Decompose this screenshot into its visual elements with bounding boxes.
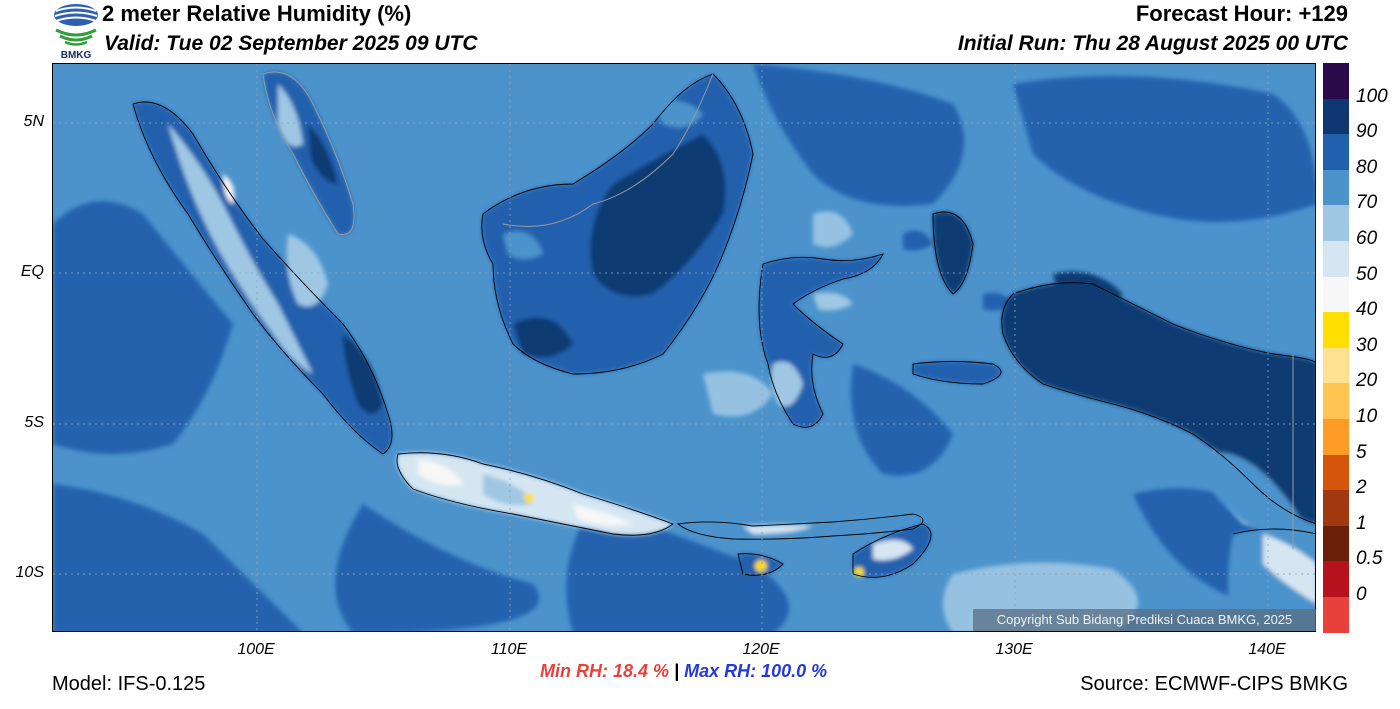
colorbar-label: 30 [1356,334,1378,356]
bmkg-logo: BMKG [52,2,100,61]
colorbar-segment [1323,134,1349,170]
colorbar-label: 1 [1356,512,1367,534]
sumatra-island [133,102,392,454]
lon-label-110e: 110E [490,641,528,658]
model-label: Model: IFS-0.125 [52,673,206,695]
coastlines [132,73,1315,578]
map-title: 2 meter Relative Humidity (%) [102,1,412,26]
colorbar-label: 80 [1356,156,1378,178]
colorbar-label: 2 [1356,477,1367,499]
colorbar-segment [1323,596,1349,633]
colorbar-segment [1323,383,1349,419]
colorbar-segment [1323,205,1349,241]
lon-label-140e: 140E [1248,641,1286,658]
colorbar-segment [1323,418,1349,455]
valid-time: Valid: Tue 02 September 2025 09 UTC [104,32,478,55]
source-label: Source: ECMWF-CIPS BMKG [1080,673,1348,695]
colorbar-segment [1323,169,1349,206]
malay-peninsula [263,72,354,235]
colorbar-segment [1323,63,1349,99]
colorbar-segment [1323,312,1349,348]
colorbar-segment [1323,98,1349,135]
colorbar-label: 5 [1356,441,1367,463]
stats-separator: | [674,661,680,681]
max-rh: Max RH: 100.0 % [684,661,828,681]
copyright-notice: Copyright Sub Bidang Prediksi Cuaca BMKG… [973,609,1316,631]
borneo-island [481,74,753,374]
forecast-hour: Forecast Hour: +129 [1135,1,1348,26]
colorbar-label: 70 [1356,192,1378,214]
colorbar-label: 90 [1356,121,1378,143]
colorbar-segment [1323,347,1349,384]
lon-label-120e: 120E [742,641,780,658]
nusa-tenggara-islands [678,514,931,578]
svg-text:BMKG: BMKG [61,50,92,60]
maluku-islands [903,212,1013,384]
colorbar-label: 100 [1356,85,1388,107]
lon-label-130e: 130E [995,641,1033,658]
lat-label-5s: 5S [24,414,44,431]
colorbar-segment [1323,240,1349,277]
java-island [397,452,673,536]
colorbar-segment [1323,525,1349,562]
colorbar [1323,63,1349,633]
colorbar-segment [1323,276,1349,313]
colorbar-label: 20 [1356,370,1378,392]
sulawesi-island [759,254,883,428]
papua-island [1001,271,1315,544]
lon-label-100e: 100E [237,641,275,658]
colorbar-label: 0 [1356,584,1367,605]
graticule [53,64,1315,631]
colorbar-label: 0.5 [1356,548,1383,570]
lat-label-10s: 10S [15,564,44,581]
colorbar-label: 40 [1356,299,1378,321]
colorbar-segment [1323,454,1349,491]
colorbar-segment [1323,561,1349,597]
lat-label-5n: 5N [23,113,44,130]
initial-run: Initial Run: Thu 28 August 2025 00 UTC [957,32,1348,55]
colorbar-segment [1323,490,1349,526]
humidity-map [52,63,1316,632]
colorbar-label: 10 [1356,406,1378,427]
min-rh: Min RH: 18.4 % [540,661,670,681]
malaysia-border [262,71,714,236]
colorbar-label: 60 [1356,228,1378,249]
northern-australia [1228,529,1315,631]
colorbar-label: 50 [1356,263,1378,285]
humidity-stats: Min RH: 18.4 % | Max RH: 100.0 % [540,661,827,682]
lat-label-eq: EQ [20,263,44,280]
